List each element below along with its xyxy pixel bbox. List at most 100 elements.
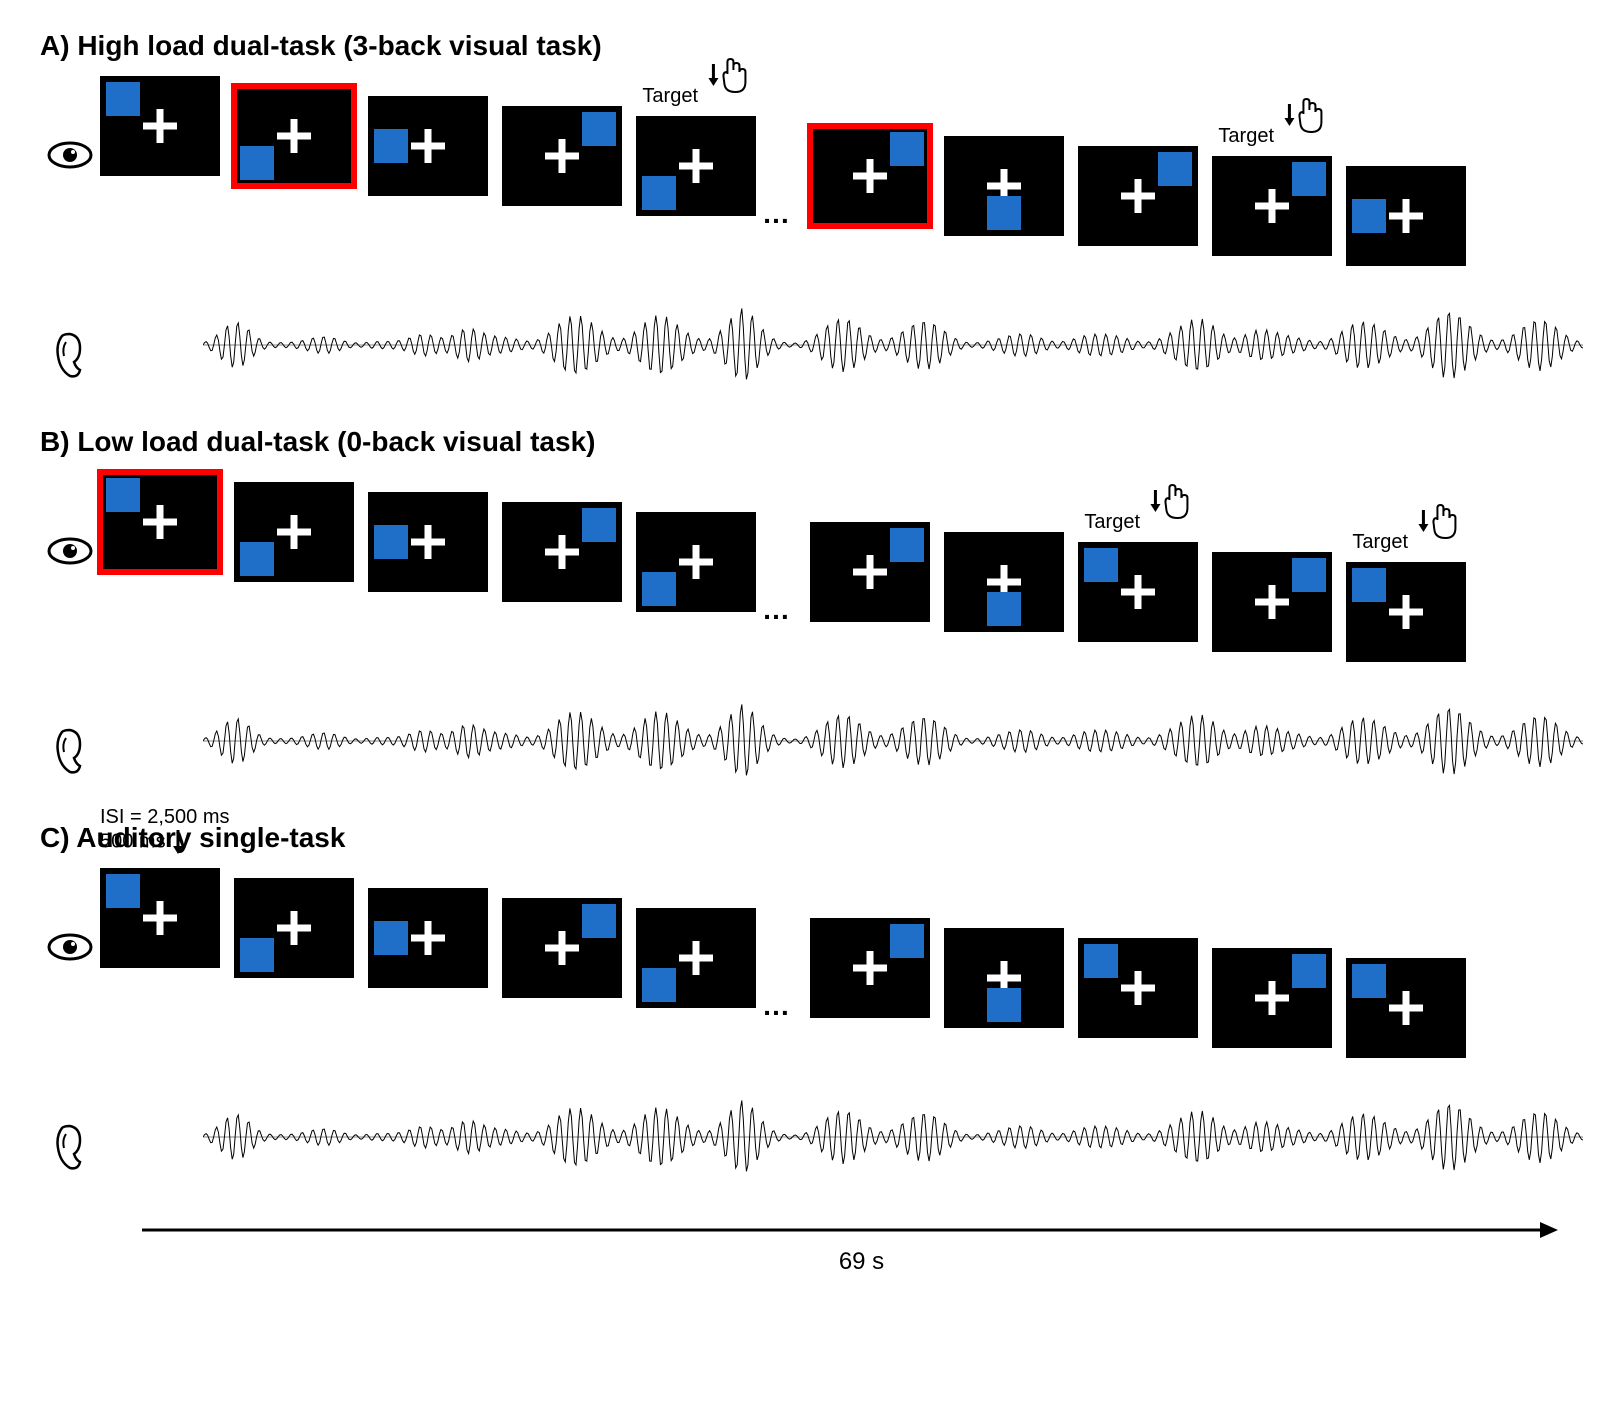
panel-A: A) High load dual-task (3-back visual ta… [40, 30, 1583, 390]
fixation-cross-v [157, 109, 164, 143]
fixation-cross-v [291, 119, 298, 153]
hand-icon [1146, 482, 1192, 528]
fixation-cross-v [693, 545, 700, 579]
stimulus-frame [636, 512, 756, 612]
fixation-cross-v [1135, 971, 1142, 1005]
frame-slot [368, 492, 488, 592]
blue-square [106, 874, 140, 908]
fixation-cross-v [1403, 991, 1410, 1025]
blue-square [1352, 964, 1386, 998]
frame-slot [1346, 958, 1466, 1058]
blue-square [1292, 162, 1326, 196]
frame-slot [234, 482, 354, 582]
blue-square [890, 132, 924, 166]
stimulus-frame [1078, 542, 1198, 642]
stimulus-frame [368, 888, 488, 988]
fixation-cross-v [559, 535, 566, 569]
frame-slot [810, 126, 930, 226]
stimulus-frame [1212, 948, 1332, 1048]
frame-slot [636, 908, 756, 1008]
stimulus-frame [1212, 552, 1332, 652]
stimulus-frame [502, 898, 622, 998]
frame-slot [944, 532, 1064, 632]
frame-slot [502, 502, 622, 602]
eye-icon [40, 868, 100, 973]
stimulus-frame [502, 106, 622, 206]
audio-waveform [203, 696, 1583, 786]
stimulus-frame [502, 502, 622, 602]
fixation-cross-v [867, 555, 874, 589]
blue-square [642, 968, 676, 1002]
blue-square [987, 592, 1021, 626]
blue-square [1292, 558, 1326, 592]
fixation-cross-v [425, 921, 432, 955]
frame-slot [636, 512, 756, 612]
stimulus-staircase: Target Target [100, 472, 1583, 682]
ellipsis: … [762, 198, 790, 230]
stimulus-frame [1078, 146, 1198, 246]
fixation-cross-v [559, 931, 566, 965]
target-label: Target [1084, 484, 1191, 534]
fixation-cross-v [693, 941, 700, 975]
blue-square [642, 176, 676, 210]
stimulus-frame [810, 522, 930, 622]
fixation-cross-v [1135, 575, 1142, 609]
blue-square [642, 572, 676, 606]
frame-slot [1212, 948, 1332, 1048]
stimulus-frame [636, 908, 756, 1008]
timeline-label: 69 s [140, 1248, 1583, 1276]
blue-square [374, 921, 408, 955]
fixation-cross-v [425, 129, 432, 163]
fixation-cross-v [425, 525, 432, 559]
stimulus-frame [100, 472, 220, 572]
panel-title: A) High load dual-task (3-back visual ta… [40, 30, 1583, 62]
blue-square [374, 525, 408, 559]
frame-slot [100, 868, 220, 968]
stimulus-frame [810, 918, 930, 1018]
frame-slot: Target [1212, 156, 1332, 256]
frame-slot [234, 86, 354, 186]
stimulus-frame [944, 532, 1064, 632]
frame-slot [1078, 938, 1198, 1038]
stimulus-staircase: ISI = 2,500 ms 500 ms [100, 868, 1583, 1078]
stimulus-frame [944, 928, 1064, 1028]
fixation-cross-v [1403, 199, 1410, 233]
hand-icon [1414, 502, 1460, 548]
stimulus-frame [944, 136, 1064, 236]
stimulus-frame [368, 492, 488, 592]
fixation-cross-v [1403, 595, 1410, 629]
stimulus-frame [234, 86, 354, 186]
blue-square [582, 112, 616, 146]
frame-slot: Target [1078, 542, 1198, 642]
frame-slot [100, 472, 220, 572]
frame-slot [944, 928, 1064, 1028]
target-text: Target [1218, 125, 1274, 147]
ellipsis: … [762, 990, 790, 1022]
frame-slot [234, 878, 354, 978]
audio-waveform [203, 300, 1583, 390]
fixation-cross-v [291, 515, 298, 549]
ear-icon [40, 696, 100, 786]
blue-square [987, 196, 1021, 230]
frame-slot [1346, 166, 1466, 266]
ellipsis: … [762, 594, 790, 626]
fixation-cross-v [1135, 179, 1142, 213]
frame-slot [368, 96, 488, 196]
fixation-cross-v [867, 159, 874, 193]
frame-slot [502, 898, 622, 998]
target-text: Target [642, 85, 698, 107]
stimulus-frame [1346, 958, 1466, 1058]
stimulus-frame [1212, 156, 1332, 256]
stimulus-frame [368, 96, 488, 196]
blue-square [106, 478, 140, 512]
blue-square [106, 82, 140, 116]
fixation-cross-v [157, 505, 164, 539]
isi-label: ISI = 2,500 ms 500 ms [100, 806, 300, 856]
fixation-cross-v [291, 911, 298, 945]
blue-square [1352, 199, 1386, 233]
blue-square [582, 904, 616, 938]
panel-B: B) Low load dual-task (0-back visual tas… [40, 426, 1583, 786]
blue-square [987, 988, 1021, 1022]
isi-line1: 500 ms [100, 830, 166, 852]
fixation-cross-v [1269, 981, 1276, 1015]
